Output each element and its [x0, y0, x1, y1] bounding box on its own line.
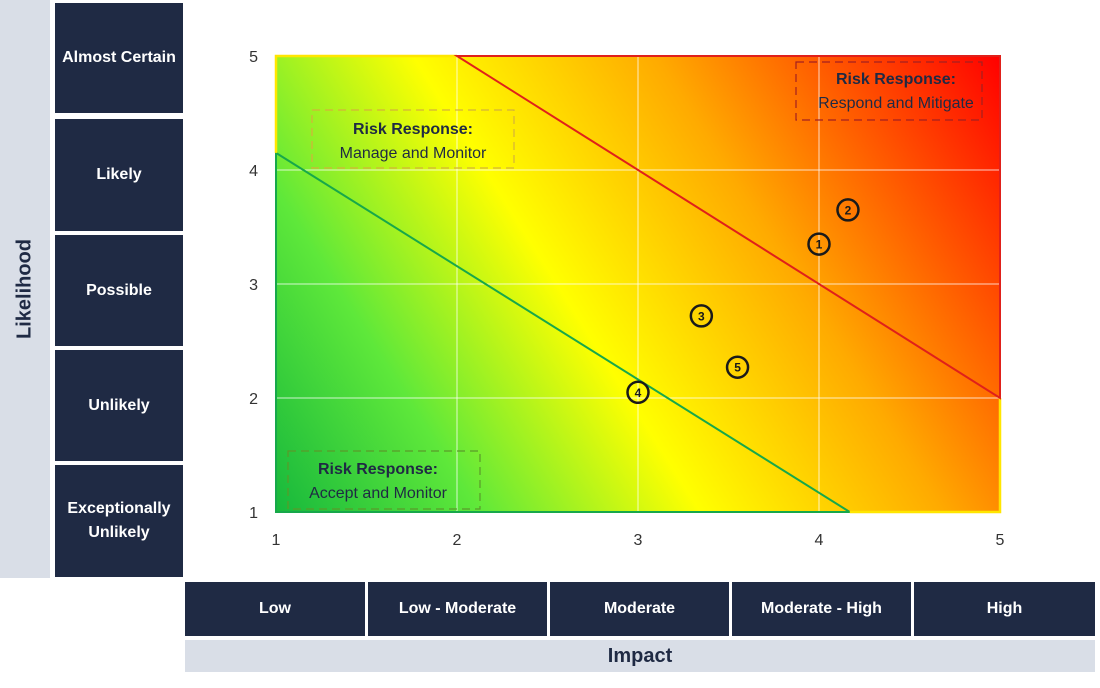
y-tick-label: 4: [249, 163, 258, 180]
risk-point-label: 1: [816, 238, 823, 252]
x-tick-label: 1: [272, 532, 281, 549]
y-tick-label: 5: [249, 49, 258, 66]
likelihood-level-exceptionally-unlikely: Exceptionally Unlikely: [55, 465, 183, 577]
y-tick-label: 1: [249, 505, 258, 522]
zone-respond-title: Risk Response:: [836, 71, 956, 88]
risk-points: 1 2 3 4 5: [626, 198, 860, 405]
impact-level-moderate-high: Moderate - High: [732, 582, 911, 636]
impact-level-moderate: Moderate: [550, 582, 729, 636]
x-tick-label: 5: [996, 532, 1005, 549]
respond-zone-outline: [453, 55, 1001, 400]
axis-ticks: 1 2 3 4 5 1 2 3 4 5: [249, 49, 1004, 549]
zone-label-manage: Risk Response: Manage and Monitor: [311, 109, 515, 169]
zone-label-accept: Risk Response: Accept and Monitor: [287, 450, 481, 510]
zone-respond-text: Respond and Mitigate: [818, 95, 974, 112]
impact-level-low-moderate: Low - Moderate: [368, 582, 547, 636]
y-tick-label: 3: [249, 277, 258, 294]
zone-label-respond: Risk Response: Respond and Mitigate: [795, 61, 983, 121]
likelihood-level-unlikely: Unlikely: [55, 350, 183, 461]
impact-axis-panel: Impact: [185, 640, 1095, 672]
accept-zone-outline: [275, 151, 854, 513]
likelihood-level-almost-certain: Almost Certain: [55, 3, 183, 113]
y-tick-label: 2: [249, 391, 258, 408]
risk-point-1[interactable]: [807, 232, 831, 256]
grid-lines: [276, 56, 1000, 512]
risk-point-3[interactable]: [689, 304, 714, 328]
x-tick-label: 4: [815, 532, 824, 549]
impact-level-high: High: [914, 582, 1095, 636]
likelihood-axis-panel: Likelihood: [0, 0, 50, 578]
risk-point-label: 4: [635, 386, 642, 400]
risk-point-5[interactable]: [725, 355, 750, 379]
risk-point-label: 2: [845, 203, 852, 217]
x-tick-label: 3: [634, 532, 643, 549]
impact-level-low: Low: [185, 582, 365, 636]
zone-label-accept-box: [287, 450, 481, 510]
impact-axis-title: Impact: [607, 645, 673, 667]
manage-zone-outline-lower: [849, 398, 1002, 514]
zone-manage-text: Manage and Monitor: [340, 145, 487, 162]
risk-point-label: 5: [734, 361, 741, 375]
risk-point-label: 3: [698, 309, 705, 323]
x-tick-label: 2: [453, 532, 462, 549]
manage-zone-outline: [274, 54, 457, 153]
risk-point-4[interactable]: [626, 380, 650, 405]
risk-point-2[interactable]: [836, 198, 860, 222]
zone-accept-title: Risk Response:: [318, 461, 438, 478]
likelihood-level-likely: Likely: [55, 119, 183, 231]
zone-label-respond-box: [795, 61, 983, 121]
likelihood-level-possible: Possible: [55, 235, 183, 346]
zone-manage-title: Risk Response:: [353, 121, 473, 138]
zone-boundaries: [274, 54, 1002, 514]
zone-accept-text: Accept and Monitor: [309, 485, 448, 502]
